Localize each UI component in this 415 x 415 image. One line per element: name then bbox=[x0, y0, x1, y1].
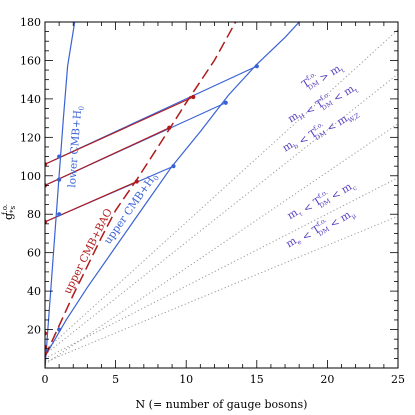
red-marker-4 bbox=[45, 344, 48, 349]
region-boundary-line-4 bbox=[45, 177, 398, 359]
region-label-sub: W,Z bbox=[347, 111, 362, 124]
red-marker-3 bbox=[45, 331, 48, 336]
region-label-sub: H bbox=[297, 112, 306, 122]
y-tick-label: 140 bbox=[20, 93, 41, 106]
curve-label-1: upper CMB+H0 bbox=[102, 171, 161, 247]
blue-marker-2 bbox=[57, 212, 62, 217]
region-label-sub: τ bbox=[297, 210, 305, 219]
blue-marker-0 bbox=[57, 154, 62, 159]
curve-label-text: upper CMB+BAO bbox=[62, 206, 115, 296]
x-tick-label: 10 bbox=[179, 373, 193, 386]
y-axis-title-main: g bbox=[2, 213, 15, 220]
y-tick-label: 20 bbox=[27, 324, 41, 337]
x-axis-title: N (= number of gauge bosons) bbox=[136, 398, 308, 411]
y-tick-label: 100 bbox=[20, 170, 41, 183]
region-label-sub: b bbox=[292, 142, 300, 151]
y-axis-title-sup: f.o. bbox=[1, 204, 9, 215]
y-tick-label: 120 bbox=[20, 131, 41, 144]
region-label-0: Tf.o.DM > mt bbox=[299, 56, 346, 96]
region-boundary-line-3 bbox=[45, 215, 398, 363]
red-segment-1 bbox=[45, 127, 170, 186]
red-marker-5 bbox=[191, 94, 196, 100]
red-marker-2 bbox=[45, 219, 48, 225]
curve-label-0: lower CMB+H0 bbox=[66, 105, 86, 188]
y-tick-label: 40 bbox=[27, 285, 41, 298]
y-tick-label: 80 bbox=[27, 208, 41, 221]
y-tick-label: 160 bbox=[20, 54, 41, 67]
region-label-sub: μ bbox=[350, 212, 358, 221]
curve-2 bbox=[45, 22, 237, 357]
red-marker-7 bbox=[134, 179, 139, 184]
curve-label-sub: 0 bbox=[77, 106, 85, 111]
y-axis-title: g*sf.o. bbox=[1, 204, 17, 220]
region-boundary-line-0 bbox=[45, 123, 398, 365]
curve-0 bbox=[45, 22, 76, 368]
curve-label-text: lower CMB+H bbox=[66, 110, 84, 188]
blue-marker-1 bbox=[57, 177, 62, 182]
curve-label-2: upper CMB+BAO bbox=[62, 206, 115, 296]
curve-label-sub: 0 bbox=[152, 174, 161, 182]
red-marker-6 bbox=[167, 125, 172, 130]
region-label-sub: e bbox=[296, 238, 304, 247]
y-axis-title-sub: *s bbox=[9, 205, 17, 213]
red-segment-0 bbox=[45, 96, 194, 165]
curve-1 bbox=[45, 22, 300, 357]
y-tick-label: 180 bbox=[20, 16, 41, 29]
x-tick-label: 25 bbox=[391, 373, 405, 386]
blue-marker-5 bbox=[223, 100, 228, 105]
blue-marker-3 bbox=[57, 327, 62, 332]
region-boundary-line-2 bbox=[45, 29, 398, 352]
x-tick-label: 0 bbox=[42, 373, 49, 386]
blue-marker-6 bbox=[171, 164, 176, 169]
x-tick-label: 5 bbox=[112, 373, 119, 386]
region-label-sub: t bbox=[353, 86, 360, 94]
y-tick-label: 60 bbox=[27, 247, 41, 260]
region-label-sub: t bbox=[340, 66, 347, 74]
blue-marker-4 bbox=[254, 64, 259, 69]
region-label-sub: c bbox=[351, 184, 359, 193]
x-tick-label: 20 bbox=[320, 373, 334, 386]
red-marker-0 bbox=[45, 162, 48, 167]
x-tick-label: 15 bbox=[250, 373, 264, 386]
